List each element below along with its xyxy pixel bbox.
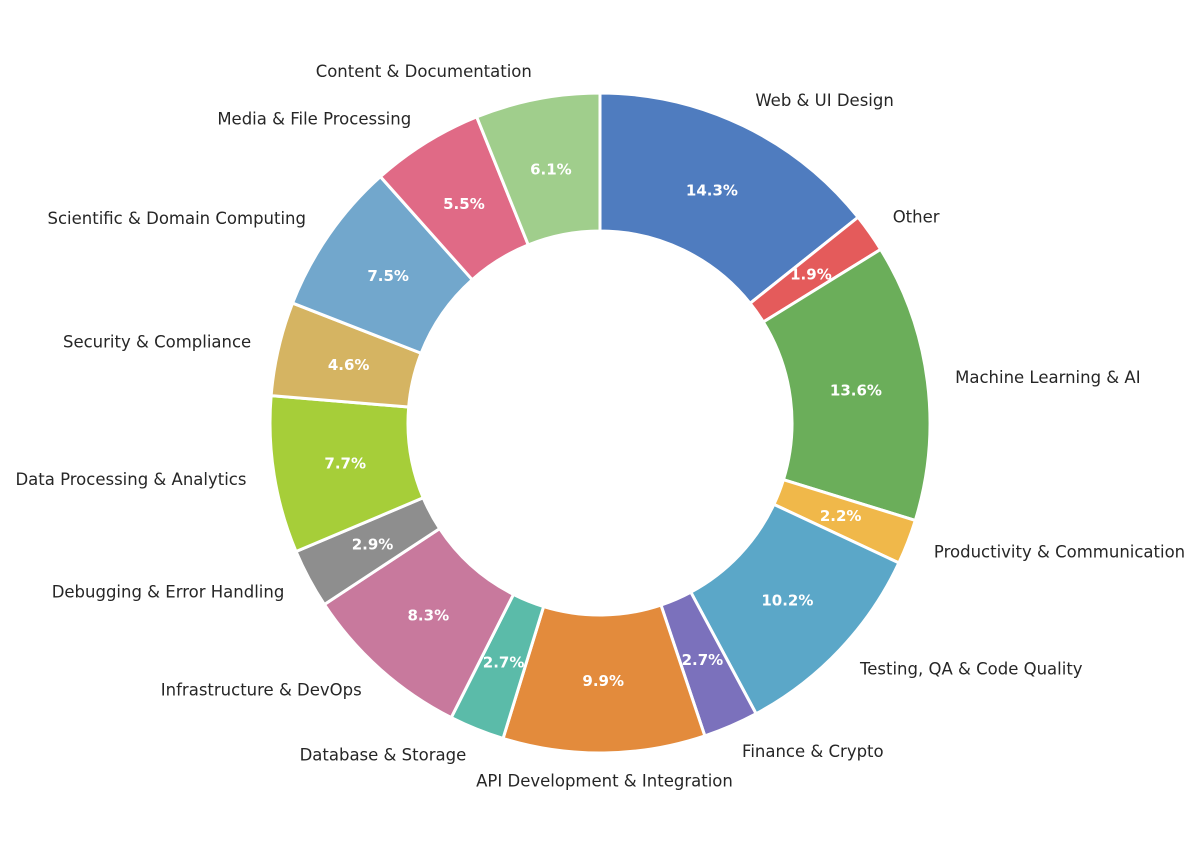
pct-label-infrastructure-and-devops: 8.3% [408, 607, 450, 625]
pct-label-debugging-and-error-handling: 2.9% [352, 536, 394, 554]
category-label-media-and-file-processing: Media & File Processing [217, 109, 411, 128]
category-label-infrastructure-and-devops: Infrastructure & DevOps [161, 681, 362, 700]
category-label-machine-learning-and-ai: Machine Learning & AI [955, 368, 1140, 387]
pct-label-data-processing-and-analytics: 7.7% [324, 455, 366, 473]
pct-label-web-and-ui-design: 14.3% [686, 182, 738, 200]
pct-label-security-and-compliance: 4.6% [328, 356, 370, 374]
slice-content-and-documentation [475, 91, 602, 247]
category-label-content-and-documentation: Content & Documentation [316, 62, 532, 81]
category-label-debugging-and-error-handling: Debugging & Error Handling [52, 582, 285, 601]
pct-label-media-and-file-processing: 5.5% [443, 195, 485, 213]
pct-label-database-and-storage: 2.7% [483, 653, 525, 671]
slice-web-and-ui-design [598, 91, 860, 305]
category-label-web-and-ui-design: Web & UI Design [755, 91, 894, 110]
pct-label-finance-and-crypto: 2.7% [682, 651, 724, 669]
pct-label-other: 1.9% [790, 265, 832, 283]
category-label-testing-qa-and-code-quality: Testing, QA & Code Quality [859, 660, 1083, 679]
pct-label-machine-learning-and-ai: 13.6% [830, 381, 882, 399]
pct-label-productivity-and-communication: 2.2% [820, 507, 862, 525]
category-label-api-development-and-integration: API Development & Integration [476, 771, 733, 790]
category-label-productivity-and-communication: Productivity & Communication [934, 543, 1185, 562]
pct-label-content-and-documentation: 6.1% [530, 161, 572, 179]
category-label-scientific-and-domain-computing: Scientific & Domain Computing [48, 209, 307, 228]
pct-label-scientific-and-domain-computing: 7.5% [367, 267, 409, 285]
category-label-other: Other [893, 207, 940, 226]
pct-label-api-development-and-integration: 9.9% [582, 672, 624, 690]
category-label-finance-and-crypto: Finance & Crypto [742, 742, 884, 761]
category-label-data-processing-and-analytics: Data Processing & Analytics [15, 470, 246, 489]
pct-label-testing-qa-and-code-quality: 10.2% [761, 591, 813, 609]
category-label-database-and-storage: Database & Storage [300, 746, 467, 765]
category-label-security-and-compliance: Security & Compliance [63, 333, 251, 352]
